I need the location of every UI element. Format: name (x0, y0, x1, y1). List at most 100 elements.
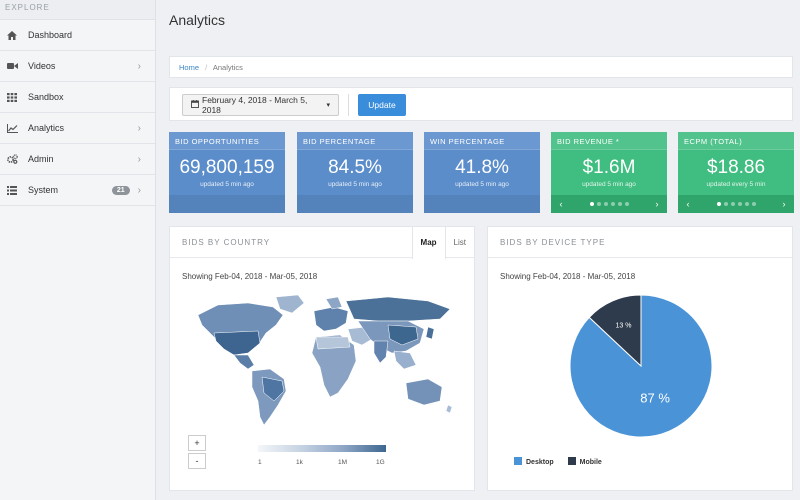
stat-value: 84.5% (328, 157, 382, 178)
line-chart-icon (6, 123, 18, 133)
pie-slice-mobile[interactable] (588, 294, 642, 368)
date-range-caption: Showing Feb-04, 2018 - Mar-05, 2018 (500, 272, 636, 281)
breadcrumb-home-link[interactable]: Home (179, 63, 200, 72)
stat-carousel-footer: ‹ › (678, 195, 794, 213)
sidebar: EXPLORE Dashboard Videos › Sandbox Analy… (0, 0, 156, 500)
legend-tick: 1 (258, 459, 262, 466)
update-button[interactable]: Update (358, 94, 406, 116)
pie-label-mobile: 13 % (616, 323, 632, 330)
map-region-china (387, 324, 419, 346)
map-list-tabs: Map List (411, 227, 474, 259)
chevron-left-icon[interactable]: ‹ (686, 199, 690, 209)
legend-swatch (567, 457, 576, 465)
stat-card-bid-percentage: BID PERCENTAGE 84.5% updated 5 min ago (297, 132, 413, 213)
zoom-out-button[interactable]: - (188, 453, 206, 469)
stat-card-win-percentage: WIN PERCENTAGE 41.8% updated 5 min ago (424, 132, 540, 213)
panel-title: BIDS BY DEVICE TYPE (488, 227, 792, 258)
map-region-usa (213, 330, 261, 356)
video-camera-icon (6, 61, 18, 71)
stat-title: ECPM (TOTAL) (678, 132, 794, 150)
chevron-right-icon: › (137, 184, 141, 196)
sidebar-item-analytics[interactable]: Analytics › (0, 113, 155, 144)
stat-title: WIN PERCENTAGE (424, 132, 540, 150)
stat-updated: updated 5 min ago (582, 181, 636, 188)
carousel-dot[interactable] (610, 202, 615, 206)
system-count-badge: 21 (111, 185, 130, 195)
chevron-right-icon: › (137, 122, 141, 134)
stat-card-bid-opportunities: BID OPPORTUNITIES 69,800,159 updated 5 m… (169, 132, 285, 213)
map-region-japan (425, 326, 435, 340)
carousel-dot[interactable] (716, 202, 721, 206)
caret-down-icon: ▾ (326, 102, 330, 109)
sidebar-item-videos[interactable]: Videos › (0, 51, 155, 82)
map-region-russia (345, 296, 451, 322)
carousel-dot[interactable] (744, 202, 749, 206)
sidebar-item-label: Analytics (28, 123, 65, 133)
carousel-dot[interactable] (723, 202, 728, 206)
zoom-in-button[interactable]: + (188, 435, 206, 451)
sidebar-item-dashboard[interactable]: Dashboard (0, 20, 155, 51)
carousel-dot[interactable] (751, 202, 756, 206)
carousel-dot[interactable] (603, 202, 608, 206)
stat-title: BID OPPORTUNITIES (169, 132, 285, 150)
map-region-scandinavia (325, 296, 343, 310)
stat-card-ecpm: ECPM (TOTAL) $18.86 updated every 5 min … (678, 132, 794, 213)
map-region-brazil (261, 376, 285, 402)
chevron-right-icon: › (137, 60, 141, 72)
device-pie-chart: 87 % 13 % (569, 294, 713, 438)
carousel-dot[interactable] (589, 202, 594, 206)
sidebar-item-label: System (28, 185, 59, 195)
date-range-caption: Showing Feb-04, 2018 - Mar-05, 2018 (182, 272, 318, 281)
stat-value: $1.6M (582, 157, 636, 178)
filter-toolbar: February 4, 2018 - March 5, 2018 ▾ Updat… (169, 87, 793, 121)
toolbar-divider (348, 94, 349, 116)
legend-tick: 1G (376, 459, 385, 466)
stat-title: BID PERCENTAGE (297, 132, 413, 150)
carousel-dot[interactable] (624, 202, 629, 206)
sidebar-item-admin[interactable]: Admin › (0, 144, 155, 175)
map-region-greenland (275, 294, 305, 314)
map-region-central-america (233, 354, 255, 370)
world-choropleth-map[interactable] (188, 293, 458, 433)
map-region-new-zealand (445, 404, 453, 414)
chevron-right-icon[interactable]: › (782, 199, 786, 209)
map-color-scale (258, 445, 386, 452)
carousel-dot[interactable] (730, 202, 735, 206)
sidebar-item-label: Dashboard (28, 30, 73, 40)
stat-value: $18.86 (706, 157, 766, 178)
carousel-dot[interactable] (737, 202, 742, 206)
breadcrumb-current: Analytics (212, 63, 243, 72)
map-region-australia (405, 378, 443, 406)
panel-title-text: BIDS BY DEVICE TYPE (500, 238, 606, 247)
cogs-icon (6, 154, 18, 164)
panel-title: BIDS BY COUNTRY Map List (170, 227, 474, 259)
legend-label: Mobile (579, 459, 602, 466)
map-region-southeast-asia (393, 350, 417, 370)
chevron-right-icon[interactable]: › (655, 199, 659, 209)
carousel-dot[interactable] (596, 202, 601, 206)
date-range-picker[interactable]: February 4, 2018 - March 5, 2018 ▾ (182, 94, 339, 116)
carousel-dot[interactable] (617, 202, 622, 206)
stat-updated: updated 5 min ago (455, 181, 509, 188)
stat-value: 41.8% (455, 157, 509, 178)
stat-updated: updated 5 min ago (200, 181, 254, 188)
map-region-north-africa (315, 336, 351, 350)
chevron-left-icon[interactable]: ‹ (559, 199, 563, 209)
sidebar-item-sandbox[interactable]: Sandbox (0, 82, 155, 113)
bids-by-country-panel: BIDS BY COUNTRY Map List Showing Feb-04,… (169, 226, 475, 491)
sidebar-item-label: Videos (28, 61, 56, 71)
stat-footer (169, 195, 285, 213)
legend-entry-desktop[interactable]: Desktop (514, 457, 554, 466)
legend-tick: 1k (296, 459, 303, 466)
map-region-europe (313, 306, 349, 332)
carousel-dots (589, 202, 629, 206)
legend-entry-mobile[interactable]: Mobile (567, 457, 602, 466)
tab-map[interactable]: Map (411, 227, 446, 259)
calendar-icon (191, 100, 199, 110)
tab-list[interactable]: List (453, 238, 466, 247)
stat-carousel-footer: ‹ › (551, 195, 667, 213)
chevron-right-icon: › (137, 153, 141, 165)
bids-by-device-panel: BIDS BY DEVICE TYPE Showing Feb-04, 2018… (487, 226, 793, 491)
sidebar-item-system[interactable]: System 21 › (0, 175, 155, 206)
map-region-africa (311, 334, 357, 398)
